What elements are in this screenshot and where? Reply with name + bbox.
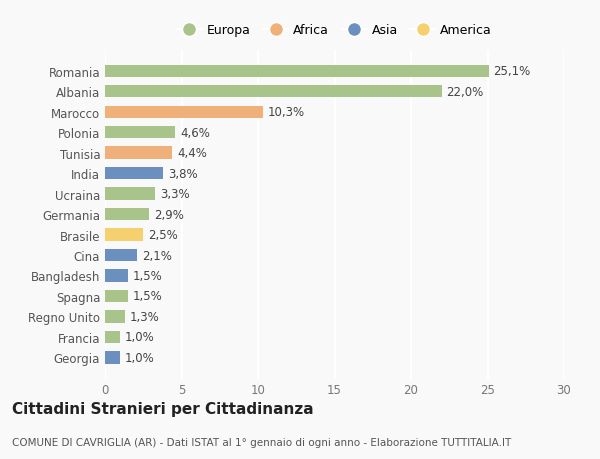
Text: 1,5%: 1,5% [133,269,162,282]
Text: 4,6%: 4,6% [180,126,210,140]
Text: 1,0%: 1,0% [125,351,155,364]
Text: COMUNE DI CAVRIGLIA (AR) - Dati ISTAT al 1° gennaio di ogni anno - Elaborazione : COMUNE DI CAVRIGLIA (AR) - Dati ISTAT al… [12,437,511,447]
Bar [105,127,175,139]
Bar [105,106,263,118]
Text: 25,1%: 25,1% [494,65,531,78]
Text: Cittadini Stranieri per Cittadinanza: Cittadini Stranieri per Cittadinanza [12,401,314,416]
Text: 1,0%: 1,0% [125,330,155,344]
Text: 10,3%: 10,3% [267,106,304,119]
Bar [105,331,120,343]
Bar [105,168,163,180]
Bar [105,208,149,221]
Text: 1,3%: 1,3% [130,310,159,323]
Text: 4,4%: 4,4% [177,147,207,160]
Text: 22,0%: 22,0% [446,85,484,99]
Bar [105,188,155,200]
Bar [105,229,143,241]
Bar [105,147,172,159]
Text: 1,5%: 1,5% [133,290,162,303]
Bar [105,270,128,282]
Text: 2,9%: 2,9% [154,208,184,221]
Legend: Europa, Africa, Asia, America: Europa, Africa, Asia, America [172,19,497,42]
Text: 2,1%: 2,1% [142,249,172,262]
Text: 3,3%: 3,3% [160,188,190,201]
Text: 3,8%: 3,8% [168,167,197,180]
Bar [105,352,120,364]
Bar [105,311,125,323]
Bar [105,290,128,302]
Text: 2,5%: 2,5% [148,229,178,241]
Bar [105,86,442,98]
Bar [105,65,489,78]
Bar [105,249,137,262]
